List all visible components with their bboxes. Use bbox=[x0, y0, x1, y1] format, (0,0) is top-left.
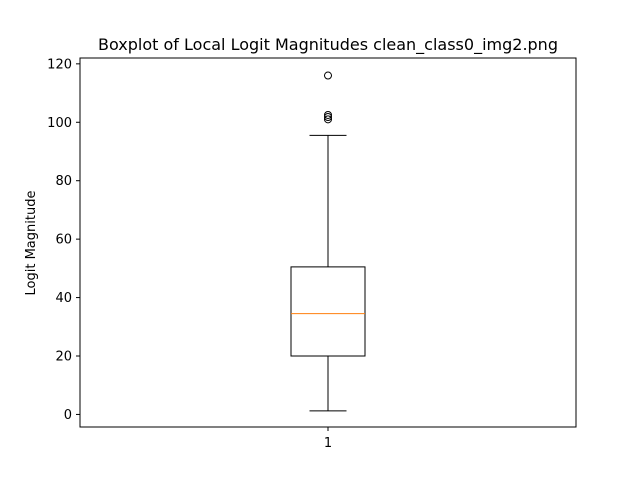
outlier-point bbox=[324, 110, 332, 119]
plot-area: 0 20 40 60 80 100 120 1 bbox=[47, 57, 577, 451]
outlier-point bbox=[324, 71, 332, 80]
y-tick-label: 0 bbox=[64, 408, 72, 423]
y-tick-label: 100 bbox=[47, 116, 72, 131]
y-tick-label: 120 bbox=[47, 57, 72, 72]
outlier-point bbox=[324, 115, 332, 124]
x-tick-label: 1 bbox=[324, 436, 332, 451]
outlier-point bbox=[324, 113, 332, 122]
y-axis-label: Logit Magnitude bbox=[24, 191, 39, 296]
chart-title: Boxplot of Local Logit Magnitudes clean_… bbox=[98, 35, 558, 55]
y-tick-label: 80 bbox=[55, 174, 72, 189]
y-tick-label: 40 bbox=[55, 291, 72, 306]
y-tick-label: 60 bbox=[55, 233, 72, 248]
y-tick-label: 20 bbox=[55, 350, 72, 365]
box-iqr bbox=[290, 266, 366, 357]
